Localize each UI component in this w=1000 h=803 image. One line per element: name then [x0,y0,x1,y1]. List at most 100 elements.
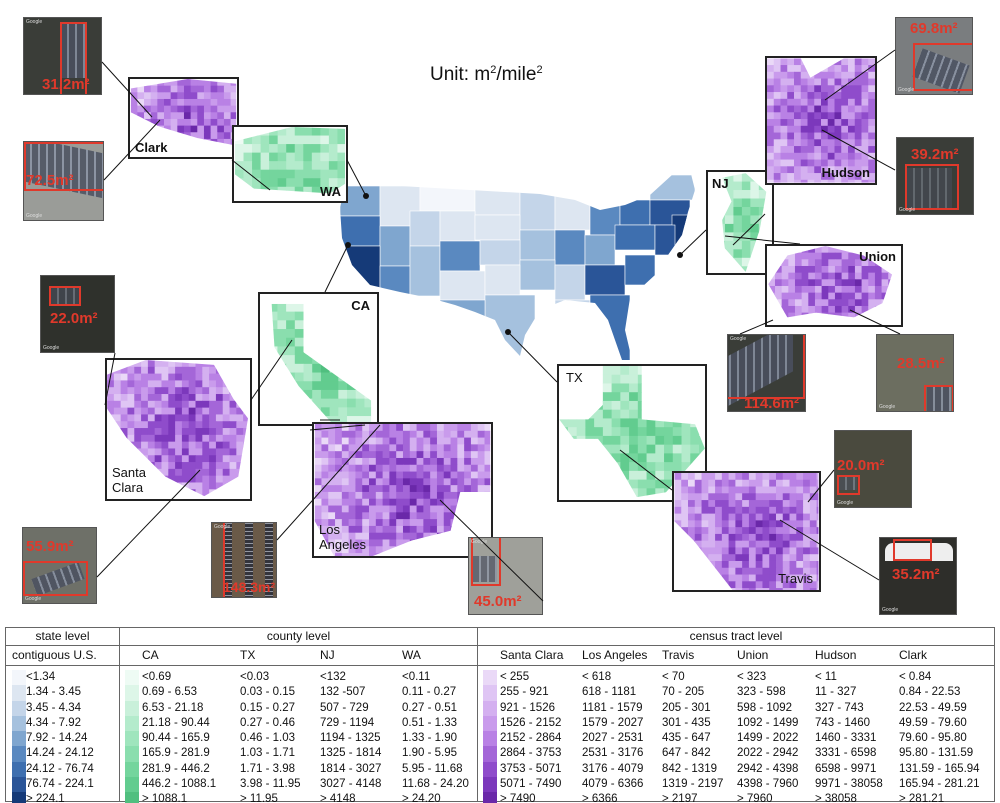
map-unit [477,485,485,493]
legend-row: 1.34 - 3.45 [6,685,119,701]
map-unit [699,383,705,393]
map-unit [834,65,842,73]
map-unit [694,588,703,590]
map-unit [674,547,682,555]
legend-range-value: 11 - 327 [815,686,857,699]
map-unit [484,437,491,445]
map-unit [722,173,726,183]
map-unit [181,455,190,463]
map-unit [821,179,829,183]
map-unit [127,407,135,415]
map-unit [457,444,465,452]
legend-range-value: 921 - 1526 [500,701,555,714]
map-unit [848,125,856,134]
map-unit [741,206,751,216]
legend-range-value: 435 - 647 [662,732,711,745]
map-unit [347,398,357,408]
map-unit [567,400,578,411]
map-unit [484,519,491,527]
map-unit [750,249,760,259]
map-unit [355,398,365,408]
map-unit [854,179,862,183]
map-unit [157,79,165,87]
map-unit [715,547,723,555]
map-unit [229,407,237,415]
map-unit [328,127,338,137]
map-unit [762,486,770,494]
map-unit [637,392,648,402]
map-unit [303,152,313,162]
map-unit [715,588,723,590]
map-unit [215,366,224,375]
map-unit [286,195,295,201]
map-unit [655,453,665,463]
map-unit [881,285,889,294]
map-unit [443,546,452,554]
santa-clara-map: Santa Clara [105,358,252,501]
santa-clara-satellite-thumbnail-1: 22.0m² Google [40,275,115,353]
map-unit [602,462,613,472]
map-unit [477,444,485,452]
map-unit [612,497,621,500]
map-unit [755,581,763,589]
map-unit [127,414,135,422]
map-unit [789,540,797,548]
map-unit [755,547,763,555]
map-unit [164,132,172,140]
map-unit [708,554,716,562]
map-unit [721,473,730,481]
map-unit [602,470,613,481]
map-unit [203,98,212,107]
map-unit [788,305,796,314]
map-unit [814,179,822,183]
map-unit [341,491,350,500]
map-unit [396,485,404,493]
map-unit [721,533,730,542]
map-unit [355,539,363,547]
state-region [439,240,481,272]
map-unit [821,92,829,100]
map-unit [389,471,397,479]
map-unit [328,539,336,547]
map-unit [286,389,296,400]
map-unit [409,437,418,445]
map-unit [396,546,404,554]
map-unit [164,79,172,87]
map-unit [828,265,836,274]
map-unit [594,374,604,384]
map-unit [814,292,823,300]
map-unit [202,448,210,456]
map-unit [796,547,804,555]
map-unit [154,421,162,429]
map-unit [809,479,818,488]
map-unit [355,346,365,356]
legend-range-value: 1499 - 2022 [737,732,799,745]
map-unit [243,127,253,137]
map-unit [602,383,613,393]
map-unit [477,471,485,479]
map-unit [620,366,630,376]
map-unit [312,346,322,356]
map-unit [742,574,750,582]
map-unit [443,498,452,507]
map-unit [286,372,296,382]
map-unit [127,387,135,395]
map-unit [373,312,377,321]
map-unit [762,574,770,582]
map-unit [629,497,638,500]
map-unit [362,451,370,459]
map-unit [443,457,452,466]
map-unit [197,85,205,93]
map-unit [234,144,244,154]
map-unit [602,400,613,411]
map-unit [137,125,145,133]
map-unit [559,409,569,419]
map-unit [120,441,128,449]
map-unit [646,444,656,454]
map-unit [769,560,777,569]
map-unit [733,266,743,272]
map-unit [841,112,849,120]
map-unit [828,312,836,318]
map-unit [796,581,804,589]
